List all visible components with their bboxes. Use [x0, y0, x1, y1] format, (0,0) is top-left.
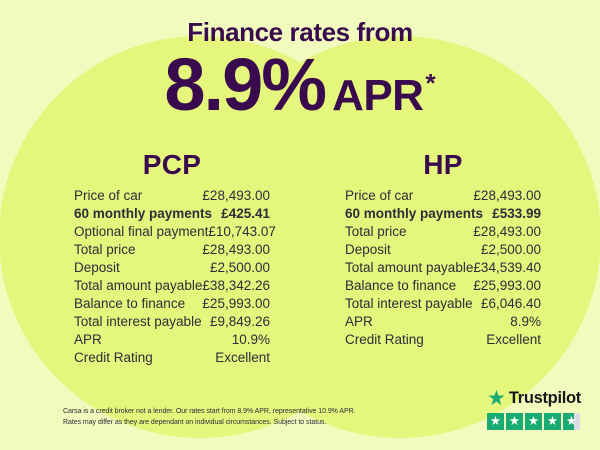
disclaimer-line-1: Carsa is a credit broker not a lender. O… — [63, 408, 356, 415]
star-icon: ★ — [565, 414, 578, 428]
row-value: £25,993.00 — [473, 278, 541, 293]
star-icon: ★ — [489, 414, 502, 428]
rating-star-box: ★ — [525, 413, 542, 430]
table-row: APR 10.9% — [74, 331, 270, 349]
trustpilot-badge: ★ Trustpilot ★ ★ ★ ★ ★ — [487, 387, 581, 430]
row-value: £34,539.40 — [473, 260, 541, 275]
headline-rate: 8.9% APR * — [0, 48, 600, 122]
table-row: Credit Rating Excellent — [345, 331, 541, 349]
row-value: £2,500.00 — [480, 242, 541, 257]
table-row: Total price £28,493.00 — [74, 241, 270, 259]
table-row: Total amount payable £34,539.40 — [345, 259, 541, 277]
row-value: 8.9% — [510, 314, 541, 329]
pcp-table: Price of car £28,493.00 60 monthly payme… — [74, 187, 276, 367]
row-label: Total amount payable — [74, 278, 203, 293]
row-label: APR — [345, 314, 373, 329]
star-icon: ★ — [527, 414, 540, 428]
row-value: £533.99 — [492, 206, 541, 221]
table-row: Optional final payment £10,743.07 — [74, 223, 276, 241]
hp-column: HP Price of car £28,493.00 60 monthly pa… — [345, 149, 541, 349]
row-label: Optional final payment — [74, 224, 209, 239]
row-value: £9,849.26 — [209, 314, 270, 329]
hp-heading: HP — [423, 149, 463, 180]
row-value: Excellent — [215, 350, 270, 365]
row-label: Total interest payable — [345, 296, 473, 311]
pcp-column: PCP Price of car £28,493.00 60 monthly p… — [74, 149, 276, 367]
rating-star-box: ★ — [487, 413, 504, 430]
rate-value: 8.9% — [164, 43, 327, 126]
table-row: Total price £28,493.00 — [345, 223, 541, 241]
row-label: Balance to finance — [345, 278, 457, 293]
row-label: Price of car — [74, 188, 143, 203]
disclaimer: Carsa is a credit broker not a lender. O… — [63, 407, 356, 428]
row-value: 10.9% — [231, 332, 270, 347]
row-label: 60 monthly payments — [74, 206, 213, 221]
row-label: Deposit — [74, 260, 120, 275]
table-row: Deposit £2,500.00 — [74, 259, 270, 277]
star-icon: ★ — [546, 414, 559, 428]
background-circle-right — [199, 36, 600, 438]
row-value: £28,493.00 — [202, 242, 270, 257]
row-label: Deposit — [345, 242, 391, 257]
row-label: Total amount payable — [345, 260, 474, 275]
trustpilot-star-icon: ★ — [487, 386, 506, 410]
table-row: APR 8.9% — [345, 313, 541, 331]
rate-unit: APR — [332, 71, 424, 120]
row-value: £10,743.07 — [208, 224, 276, 239]
table-row: Balance to finance £25,993.00 — [74, 295, 270, 313]
table-row: Total amount payable £38,342.26 — [74, 277, 270, 295]
row-value: £6,046.40 — [480, 296, 541, 311]
table-row: Price of car £28,493.00 — [74, 187, 270, 205]
table-row: 60 monthly payments £533.99 — [345, 205, 541, 223]
hp-table: Price of car £28,493.00 60 monthly payme… — [345, 187, 541, 349]
table-row: Credit Rating Excellent — [74, 349, 270, 367]
star-icon: ★ — [508, 414, 521, 428]
table-row: Deposit £2,500.00 — [345, 241, 541, 259]
trustpilot-brand-name: Trustpilot — [508, 388, 581, 407]
row-label: Credit Rating — [345, 332, 424, 347]
rate-footnote-marker: * — [425, 68, 436, 98]
table-row: Total interest payable £6,046.40 — [345, 295, 541, 313]
page-title: Finance rates from — [187, 17, 413, 47]
row-label: Balance to finance — [74, 296, 186, 311]
table-row: Total interest payable £9,849.26 — [74, 313, 270, 331]
disclaimer-line-2: Rates may differ as they are dependant o… — [63, 418, 327, 426]
table-row: Balance to finance £25,993.00 — [345, 277, 541, 295]
row-value: £28,493.00 — [473, 188, 541, 203]
row-label: APR — [74, 332, 102, 347]
rating-star-box: ★ — [506, 413, 523, 430]
rating-star-box: ★ — [563, 413, 580, 430]
row-label: Total interest payable — [74, 314, 202, 329]
row-value: £28,493.00 — [473, 224, 541, 239]
row-value: £2,500.00 — [209, 260, 270, 275]
table-row: 60 monthly payments £425.41 — [74, 205, 270, 223]
pcp-heading: PCP — [142, 149, 202, 180]
table-row: Price of car £28,493.00 — [345, 187, 541, 205]
row-label: Credit Rating — [74, 350, 153, 365]
row-value: £28,493.00 — [202, 188, 270, 203]
row-value: £25,993.00 — [202, 296, 270, 311]
row-value: Excellent — [486, 332, 541, 347]
row-label: Total price — [345, 224, 407, 239]
row-value: £425.41 — [221, 206, 270, 221]
trustpilot-rating-stars: ★ ★ ★ ★ ★ — [487, 413, 581, 430]
rating-star-box: ★ — [544, 413, 561, 430]
row-label: Price of car — [345, 188, 414, 203]
row-label: Total price — [74, 242, 136, 257]
row-label: 60 monthly payments — [345, 206, 484, 221]
row-value: £38,342.26 — [202, 278, 270, 293]
trustpilot-logo: ★ Trustpilot — [487, 387, 581, 409]
